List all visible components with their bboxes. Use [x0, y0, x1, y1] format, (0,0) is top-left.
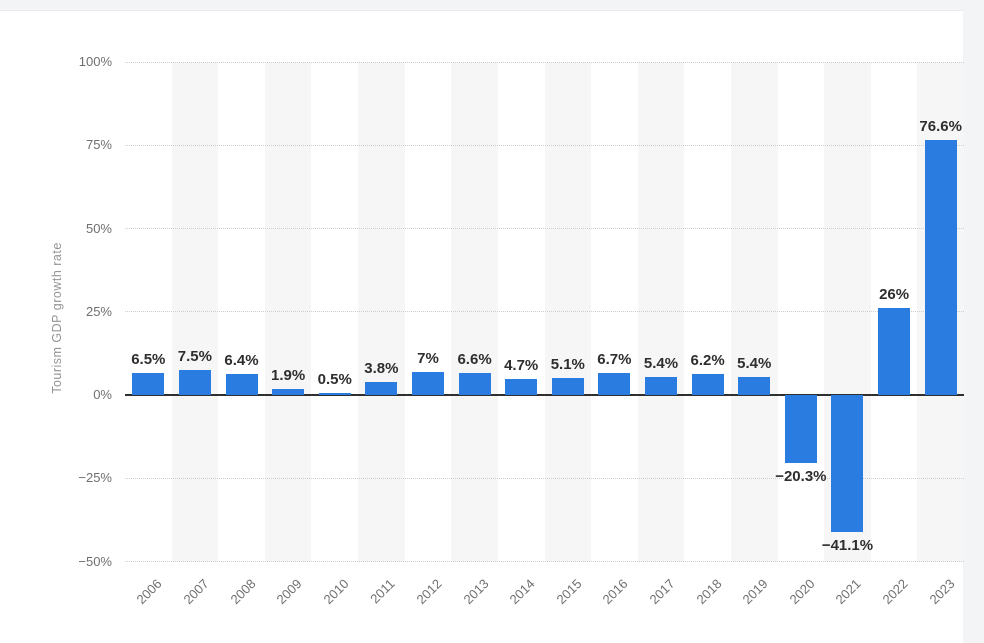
bar[interactable]	[831, 395, 864, 532]
bar[interactable]	[551, 378, 584, 395]
bar-value-label: 0.5%	[317, 371, 352, 389]
bar[interactable]	[132, 373, 165, 395]
bar-value-label: 5.4%	[643, 355, 679, 373]
y-tick-label: 0%	[93, 387, 112, 402]
zero-axis-line	[125, 394, 964, 396]
y-tick-label: −50%	[78, 553, 112, 569]
bar[interactable]	[924, 139, 957, 395]
bar-value-label: 26%	[879, 286, 910, 304]
bar-value-label: 4.7%	[504, 357, 539, 375]
bar[interactable]	[878, 308, 911, 395]
bar[interactable]	[178, 370, 211, 395]
y-tick-label: 25%	[85, 303, 112, 319]
bar-value-label: 76.6%	[919, 117, 962, 135]
grid-line	[125, 144, 964, 146]
grid-line	[125, 477, 964, 479]
bar-value-label: 6.6%	[457, 351, 492, 369]
bar-value-label: 6.4%	[224, 351, 259, 369]
bar-value-label: 6.7%	[597, 350, 632, 368]
grid-line	[125, 311, 964, 313]
bar-value-label: 5.1%	[550, 356, 585, 374]
bar-value-label: 6.5%	[131, 351, 166, 369]
grid-line	[125, 61, 964, 63]
bar[interactable]	[505, 379, 538, 395]
bar[interactable]	[318, 393, 351, 395]
bar-value-label: −20.3%	[775, 467, 827, 485]
bar[interactable]	[411, 371, 444, 395]
bar-value-label: 1.9%	[271, 366, 306, 384]
bar-value-label: 3.8%	[364, 360, 399, 378]
bar[interactable]	[598, 372, 631, 395]
y-tick-label: −25%	[78, 470, 112, 486]
y-tick-label: 75%	[85, 137, 112, 153]
bar[interactable]	[691, 374, 724, 395]
bar[interactable]	[645, 377, 678, 395]
bar-value-label: 5.4%	[737, 355, 772, 373]
bar[interactable]	[458, 373, 491, 395]
bar[interactable]	[272, 388, 305, 395]
y-tick-label: 50%	[85, 220, 112, 236]
bar[interactable]	[784, 395, 817, 463]
bar-value-label: 7.5%	[177, 348, 212, 366]
bar[interactable]	[738, 377, 771, 395]
grid-line	[125, 561, 964, 562]
bar-value-label: 6.2%	[690, 352, 725, 370]
bar-value-label: −41.1%	[821, 536, 874, 554]
y-tick-label: 100%	[78, 54, 112, 69]
bar[interactable]	[365, 382, 398, 395]
bar[interactable]	[225, 373, 258, 395]
bar-value-label: 7%	[417, 349, 439, 367]
grid-line	[125, 228, 964, 229]
